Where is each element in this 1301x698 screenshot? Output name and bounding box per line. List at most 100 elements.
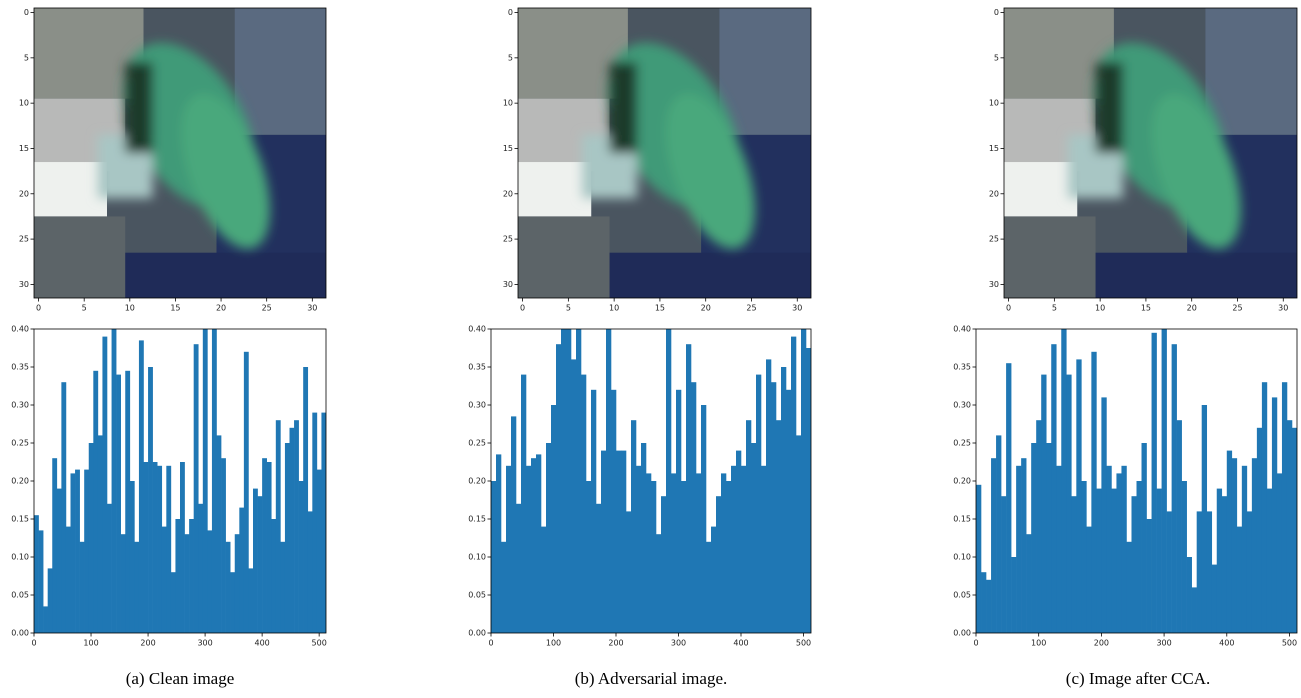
bar [1091, 351, 1097, 633]
bar [316, 469, 322, 633]
bar [225, 541, 231, 633]
x-tick-label: 500 [312, 639, 327, 648]
bar [1111, 488, 1117, 633]
y-tick-label: 0.20 [953, 477, 971, 486]
x-tick-label: 0 [31, 639, 36, 648]
x-tick-label: 15 [170, 304, 180, 313]
bar [651, 481, 657, 633]
y-tick-label: 15 [19, 144, 29, 153]
bar [726, 481, 732, 633]
bar [243, 351, 249, 633]
bar [1206, 511, 1213, 633]
bar [1256, 427, 1263, 633]
bar [193, 344, 199, 633]
bar [1041, 374, 1047, 633]
bar [79, 541, 85, 633]
bar [1006, 363, 1012, 633]
bar [751, 443, 757, 633]
y-tick-label: 0.00 [953, 629, 971, 638]
bar [47, 568, 53, 633]
bar [34, 515, 39, 633]
bar [1101, 397, 1107, 633]
bar [1201, 405, 1208, 633]
bar [280, 541, 286, 633]
bar [1211, 564, 1218, 633]
bar [1246, 511, 1253, 633]
bars [34, 329, 326, 633]
bar [266, 462, 272, 633]
bar [275, 420, 281, 633]
bar [125, 370, 131, 633]
bar [134, 541, 140, 633]
bar [152, 462, 158, 633]
x-tick-label: 20 [701, 304, 711, 313]
bar [721, 473, 727, 633]
bar [791, 336, 797, 633]
bar [1151, 332, 1157, 633]
bar [796, 435, 802, 633]
x-tick-label: 5 [82, 304, 87, 313]
x-tick-label: 100 [83, 639, 98, 648]
bar [1166, 511, 1172, 633]
panel: 0 5 10 15 20 25 30 0 5 10 15 20 25 30 [503, 7, 812, 313]
bar [591, 389, 597, 633]
bar [626, 511, 632, 633]
x-tick-label: 25 [262, 304, 272, 313]
y-tick-label: 10 [19, 99, 29, 108]
bar [516, 503, 522, 633]
y-tick-label: 15 [503, 144, 513, 153]
bar [1011, 557, 1017, 633]
image [1004, 8, 1297, 298]
image [34, 8, 326, 298]
bar [184, 534, 190, 633]
bar [736, 450, 742, 633]
y-tick-label: 0.15 [953, 515, 971, 524]
y-tick-label: 0.10 [953, 553, 971, 562]
bar [1196, 511, 1203, 633]
bar [601, 450, 607, 633]
bar [1181, 481, 1187, 633]
bar [556, 344, 562, 633]
bar [641, 443, 647, 633]
y-tick-label: 0.20 [11, 477, 29, 486]
bar [161, 526, 167, 633]
bar [1226, 450, 1233, 633]
image [518, 8, 811, 298]
y-tick-label: 5 [24, 53, 29, 62]
x-tick-label: 30 [307, 304, 317, 313]
bar [1136, 481, 1142, 633]
x-tick-label: 0 [488, 639, 493, 648]
bar [1156, 488, 1162, 633]
y-tick-label: 20 [989, 189, 999, 198]
x-tick-label: 15 [1141, 304, 1151, 313]
bar [88, 443, 94, 633]
bar [781, 367, 787, 633]
y-tick-label: 0.35 [953, 363, 971, 372]
bar [1081, 481, 1087, 633]
bar [561, 329, 567, 633]
bar [511, 416, 517, 633]
bar [576, 329, 582, 633]
bar [531, 458, 537, 633]
bar [1186, 557, 1192, 633]
y-tick-label: 0.00 [468, 629, 486, 638]
bar [1001, 496, 1007, 633]
bar [581, 374, 587, 633]
bar [207, 530, 213, 633]
y-tick-label: 0.05 [953, 591, 971, 600]
x-tick-label: 20 [1187, 304, 1197, 313]
bar [321, 412, 326, 633]
x-tick-label: 20 [216, 304, 226, 313]
x-tick-label: 0 [973, 639, 978, 648]
bar [294, 420, 299, 633]
x-tick-label: 0 [1006, 304, 1011, 313]
bar [671, 473, 677, 633]
x-tick-label: 500 [1282, 639, 1297, 648]
y-tick-label: 20 [503, 189, 513, 198]
bar [271, 519, 277, 633]
bar [170, 572, 176, 633]
bar [491, 481, 497, 633]
bar [1171, 344, 1177, 633]
bar [1141, 443, 1147, 633]
